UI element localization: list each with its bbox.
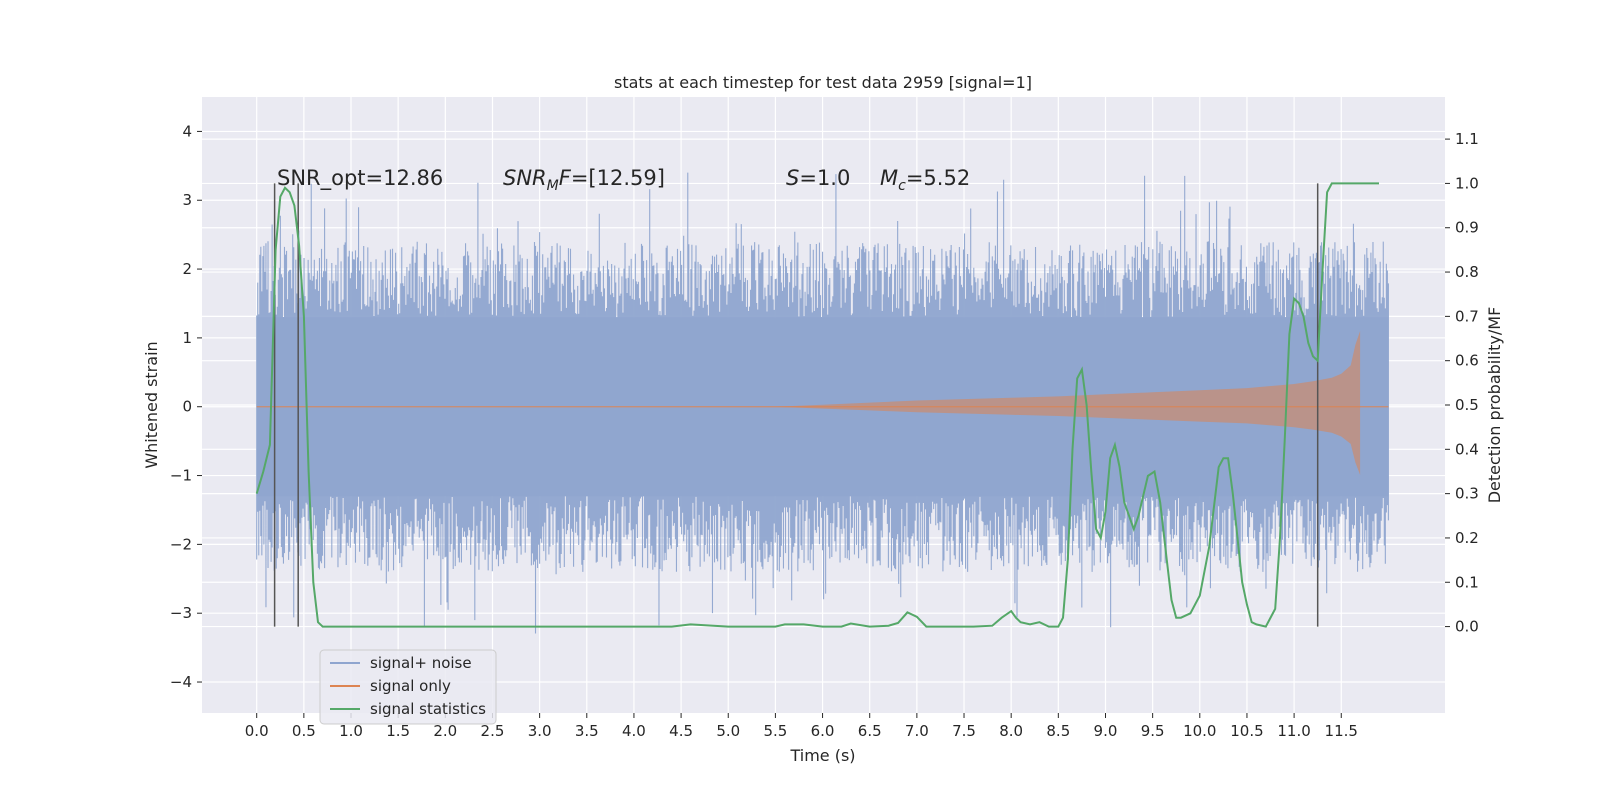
y2-axis-label: Detection probability/MF [1485,307,1504,504]
legend-label-noise: signal+ noise [370,654,472,672]
x-axis-ticks: 0.0 0.5 1.0 1.5 2.0 2.5 3.0 3.5 4.0 4.5 5.0 5.5 6.0 6… [245,713,1358,740]
x-tick-label: 9.5 [1141,722,1165,740]
x-tick-label: 11.5 [1325,722,1358,740]
annotation-snr-mf: SNRMF=[12.59] [503,166,665,194]
y-tick-label: 0 [182,398,192,416]
y2-tick-label: 0.7 [1455,307,1479,325]
legend: signal+ noise signal only signal statist… [319,649,497,725]
legend-box [319,649,497,725]
y2-tick-label: 0.0 [1455,618,1479,636]
annotation-s: S=1.0 [786,166,850,190]
x-tick-label: 0.5 [292,722,316,740]
x-tick-label: 7.5 [952,722,976,740]
legend-label-statistics: signal statistics [370,700,486,718]
x-axis-label: Time (s) [789,746,855,765]
y-tick-label: 2 [182,260,192,278]
signal-only-series [256,331,1389,475]
y-tick-label: −4 [170,673,192,691]
x-tick-label: 2.0 [433,722,457,740]
x-tick-label: 6.0 [811,722,835,740]
y-tick-label: −1 [170,467,192,485]
y2-tick-label: 0.8 [1455,263,1479,281]
x-tick-label: 8.0 [999,722,1023,740]
x-tick-label: 1.5 [386,722,410,740]
y2-tick-label: 1.0 [1455,174,1479,192]
y2-tick-label: 0.5 [1455,396,1479,414]
x-tick-label: 10.5 [1230,722,1263,740]
x-tick-label: 8.5 [1046,722,1070,740]
chart-title: stats at each timestep for test data 295… [614,73,1032,92]
legend-label-signal: signal only [370,677,451,695]
x-tick-label: 5.0 [716,722,740,740]
statistics-line [255,182,1379,628]
annotation-mc: Mc=5.52 [880,166,970,194]
y2-tick-label: 0.4 [1455,440,1479,458]
annotation-snr-opt: SNR_opt=12.86 [277,166,443,191]
x-tick-label: 1.0 [339,722,363,740]
y-tick-label: 4 [182,122,192,140]
x-tick-label: 6.5 [858,722,882,740]
x-tick-label: 7.0 [905,722,929,740]
x-tick-label: 3.5 [575,722,599,740]
y2-tick-label: 0.2 [1455,529,1479,547]
y2-tick-label: 0.6 [1455,352,1479,370]
y-tick-label: −2 [170,535,192,553]
x-tick-label: 4.5 [669,722,693,740]
x-tick-label: 0.0 [245,722,269,740]
y-axis-ticks: 4 3 2 1 0 −1 −2 −3 −4 [170,122,202,691]
y-tick-label: 3 [182,191,192,209]
signal-envelope [256,331,1361,475]
y2-tick-label: 1.1 [1455,130,1479,148]
x-tick-label: 5.5 [763,722,787,740]
y2-axis-ticks: 1.1 1.0 0.9 0.8 0.7 0.6 0.5 0.4 0.3 0.2 0.1 0.0 [1445,130,1479,636]
x-tick-label: 10.0 [1183,722,1216,740]
x-tick-label: 9.0 [1094,722,1118,740]
x-tick-label: 4.0 [622,722,646,740]
x-tick-label: 11.0 [1277,722,1310,740]
y2-tick-label: 0.9 [1455,219,1479,237]
y-axis-label: Whitened strain [142,341,161,468]
y2-tick-label: 0.1 [1455,573,1479,591]
x-tick-label: 3.0 [528,722,552,740]
signal-statistics-series [255,182,1379,628]
y-tick-label: 1 [182,329,192,347]
y-tick-label: −3 [170,604,192,622]
x-tick-label: 2.5 [481,722,505,740]
y2-tick-label: 0.3 [1455,485,1479,503]
